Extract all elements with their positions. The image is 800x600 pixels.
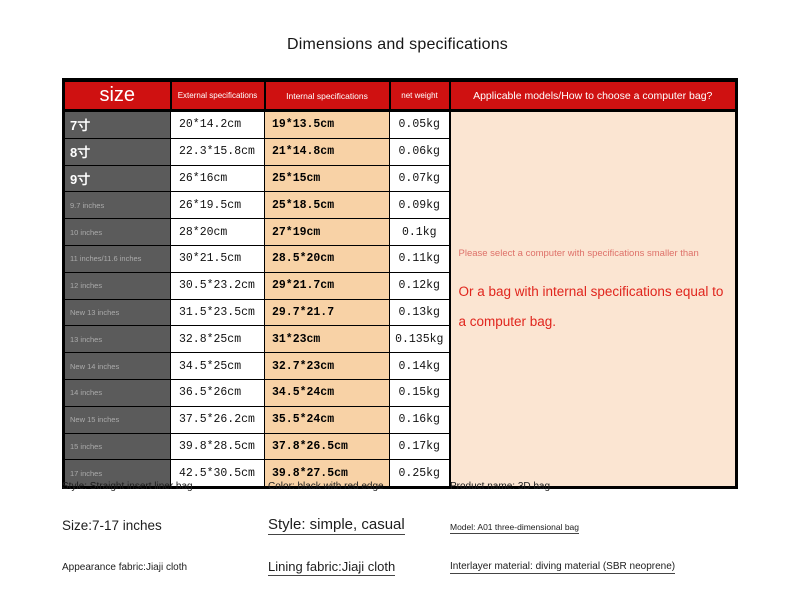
table-row: 11 inches/11.6 inches 30*21.5cm 28.5*20cm 0… [63,244,737,273]
external-spec-cell: 26*16cm [170,164,265,193]
table-body: 7寸 20*14.2cm 19*13.5cm 0.05kg Please select … [63,109,738,489]
table-row: 8寸 22.3*15.8cm 21*14.8cm 0.06kg [63,137,737,166]
table-row: 9寸 26*16cm 25*15cm 0.07kg [63,164,737,193]
internal-spec-cell: 19*13.5cm [264,110,390,139]
external-spec-cell: 31.5*23.5cm [170,298,265,327]
size-cell: 11 inches/11.6 inches [63,244,171,273]
size-cell: New 13 inches [63,298,171,327]
internal-spec-cell: 28.5*20cm [264,244,390,273]
net-weight-cell: 0.11kg [389,244,450,273]
table-row: 17 inches 42.5*30.5cm 39.8*27.5cm 0.25kg [63,459,737,489]
size-cell: 13 inches [63,325,171,354]
internal-spec-cell: 25*18.5cm [264,191,390,220]
table-row: 7寸 20*14.2cm 19*13.5cm 0.05kg Please select … [63,109,738,489]
table-row: 10 inches 28*20cm 27*19cm 0.1kg [63,218,737,246]
note-product-name: Product name: 3D bag [450,481,551,492]
note-color: Color: black with red edge [268,481,384,492]
notice-line3: a computer bag. [458,314,557,330]
external-spec-cell: 42.5*30.5cm [170,459,265,489]
external-spec-cell: 22.3*15.8cm [170,137,265,166]
net-weight-cell: 0.16kg [389,405,450,434]
internal-spec-cell: 27*19cm [264,218,390,246]
external-spec-cell: 28*20cm [170,218,265,246]
note-style: Style: Straight insert liner bag [62,481,193,492]
note-interlayer-material: Interlayer material: diving material (SB… [450,561,676,574]
internal-spec-cell: 21*14.8cm [264,137,390,166]
table-row: New 15 inches 37.5*26.2cm 35.5*24cm 0.16kg [63,405,737,434]
table-row: New 13 inches 31.5*23.5cm 29.7*21.7 0.13kg [63,298,737,327]
size-cell: 7寸 [63,110,171,139]
internal-spec-cell: 39.8*27.5cm [264,459,390,489]
external-spec-cell: 32.8*25cm [170,325,265,354]
size-cell: 17 inches [63,459,171,489]
internal-spec-cell: 29*21.7cm [264,271,390,300]
net-weight-cell: 0.13kg [389,298,450,327]
notice-line1: Please select a computer with specificat… [458,248,699,259]
size-cell: 8寸 [63,137,171,166]
external-spec-cell: 30*21.5cm [170,244,265,273]
size-cell: 9寸 [63,164,171,193]
note-style-casual: Style: simple, casual [268,516,405,535]
col-header-weight: net weight [388,78,451,112]
external-spec-cell: 37.5*26.2cm [170,405,265,434]
net-weight-cell: 0.17kg [389,432,450,461]
external-spec-cell: 26*19.5cm [170,191,265,220]
internal-spec-cell: 34.5*24cm [264,378,390,407]
note-appearance-fabric: Appearance fabric:Jiaji cloth [62,562,188,573]
internal-spec-cell: 32.7*23cm [264,352,390,380]
external-spec-cell: 39.8*28.5cm [170,432,265,461]
table-row: 14 inches 36.5*26cm 34.5*24cm 0.15kg [63,378,737,407]
size-cell: 10 inches [63,218,171,246]
size-cell: New 15 inches [63,405,171,434]
table-row: 15 inches 39.8*28.5cm 37.8*26.5cm 0.17kg [63,432,737,461]
net-weight-cell: 0.25kg [389,459,450,489]
size-cell: 9.7 inches [63,191,171,220]
external-spec-cell: 34.5*25cm [170,352,265,380]
table-row: New 14 inches 34.5*25cm 32.7*23cm 0.14kg [63,352,737,380]
note-size-range: Size:7-17 inches [62,518,162,533]
net-weight-cell: 0.12kg [389,271,450,300]
internal-spec-cell: 37.8*26.5cm [264,432,390,461]
note-lining-fabric: Lining fabric:Jiaji cloth [268,559,396,576]
net-weight-cell: 0.09kg [389,191,450,220]
table-row: 13 inches 32.8*25cm 31*23cm 0.135kg [63,325,737,354]
page-title: Dimensions and specifications [286,36,509,53]
size-cell: 15 inches [63,432,171,461]
external-spec-cell: 30.5*23.2cm [170,271,265,300]
spec-table: size External specifications Internal sp… [62,78,738,490]
internal-spec-cell: 35.5*24cm [264,405,390,434]
internal-spec-cell: 29.7*21.7 [264,298,390,327]
header-row: size External specifications Internal sp… [62,78,738,112]
applicable-panel: Please select a computer with specificat… [448,109,738,489]
net-weight-cell: 0.1kg [389,218,450,246]
col-header-internal: Internal specifications [263,78,391,112]
net-weight-cell: 0.05kg [389,110,450,139]
col-header-size: size [62,78,172,112]
size-cell: 14 inches [63,378,171,407]
net-weight-cell: 0.135kg [389,325,450,354]
size-cell: 12 inches [63,271,171,300]
internal-spec-cell: 31*23cm [264,325,390,354]
notice-line2: Or a bag with internal specifications eq… [458,283,724,299]
size-cell: New 14 inches [63,352,171,380]
net-weight-cell: 0.14kg [389,352,450,380]
net-weight-cell: 0.07kg [389,164,450,193]
internal-spec-cell: 25*15cm [264,164,390,193]
net-weight-cell: 0.15kg [389,378,450,407]
col-header-applicable: Applicable models/How to choose a comput… [448,78,738,112]
col-header-external: External specifications [169,78,266,112]
net-weight-cell: 0.06kg [389,137,450,166]
external-spec-cell: 36.5*26cm [170,378,265,407]
note-model: Model: A01 three-dimensional bag [450,522,579,534]
external-spec-cell: 20*14.2cm [170,110,265,139]
